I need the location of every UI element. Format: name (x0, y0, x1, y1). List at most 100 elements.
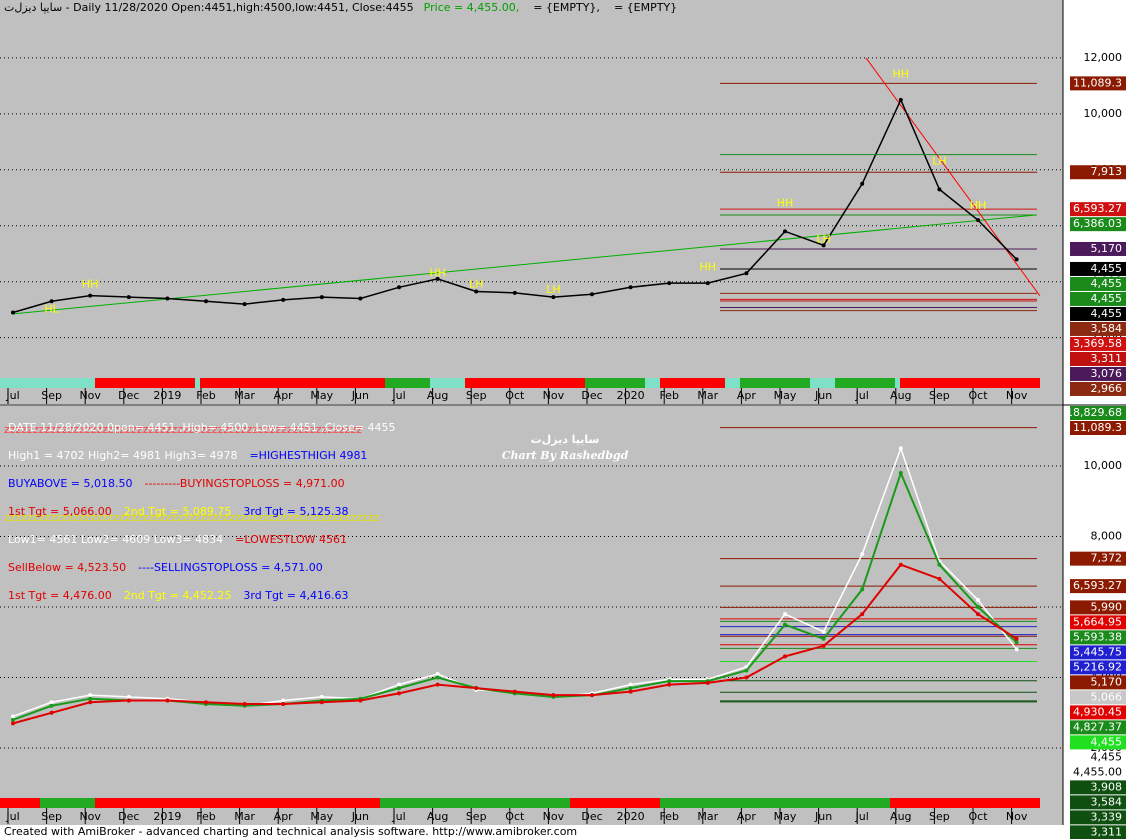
point (11, 717, 15, 722)
info-text: 2nd Tgt = 4,452.25 (124, 589, 232, 602)
point (126, 698, 131, 703)
level-box (1070, 276, 1126, 291)
point (512, 290, 517, 295)
x-tick-label: May (310, 810, 333, 823)
x-tick-label: Jul (855, 389, 869, 402)
info-text: BUYABOVE = 5,018.50 (8, 477, 132, 490)
x-tick-label: Mar (697, 389, 718, 402)
x-tick-label: Dec (581, 389, 602, 402)
signal-strip (835, 378, 895, 388)
point (435, 672, 440, 677)
x-tick-label: 2019 (153, 389, 181, 402)
x-tick-label: Sep (929, 389, 950, 402)
level-box (1070, 675, 1126, 690)
subtitle: Chart By Rashedbgd (502, 449, 629, 462)
level-box (1070, 76, 1126, 91)
level-box (1070, 630, 1126, 645)
signal-strip (465, 378, 585, 388)
level-box (1070, 810, 1126, 825)
point (11, 714, 15, 719)
level-box (1070, 202, 1126, 217)
point (976, 218, 980, 223)
x-tick-label: Feb (659, 389, 678, 402)
x-tick-label: 2020 (617, 810, 645, 823)
level-box (1070, 825, 1126, 839)
level-box (1070, 366, 1126, 381)
point (319, 694, 324, 699)
info-text: ----SELLINGSTOPLOSS = 4,571.00 (138, 561, 323, 574)
point (821, 629, 826, 634)
x-tick-label: Sep (41, 810, 62, 823)
level-box (1070, 291, 1126, 306)
bottom-panel (0, 406, 1063, 825)
point (88, 693, 93, 698)
level-box (1070, 241, 1126, 256)
x-tick-label: Jun (351, 389, 369, 402)
level-label: 3,311 (1091, 825, 1123, 838)
x-tick-label: Dec (118, 810, 139, 823)
x-tick-label: Nov (543, 389, 565, 402)
level-box (1070, 615, 1126, 630)
x-tick-label: May (774, 810, 797, 823)
pattern-label: LH (469, 277, 483, 290)
level-box (1070, 551, 1126, 566)
point (242, 701, 247, 706)
point (860, 552, 865, 557)
x-tick-label: Aug (890, 389, 911, 402)
point (88, 700, 93, 705)
point (88, 696, 93, 701)
x-tick-label: Dec (118, 389, 139, 402)
level-label: 3,076 (1091, 367, 1123, 380)
watermark: سایپا دیزل‌ت (531, 433, 600, 446)
x-tick-label: Aug (427, 810, 448, 823)
level-box (1070, 406, 1126, 420)
point (628, 686, 633, 691)
point (126, 295, 131, 300)
point (783, 654, 787, 659)
x-tick-label: Jul (5, 389, 19, 402)
point (49, 700, 54, 705)
header-text: = {EMPTY}, (533, 1, 600, 14)
point (628, 689, 633, 694)
point (667, 281, 672, 286)
level-label: 11,089.3 (1073, 76, 1122, 89)
x-tick-label: Mar (234, 810, 255, 823)
point (49, 299, 54, 304)
level-box (1070, 660, 1126, 675)
point (397, 686, 401, 691)
divider-pattern: zzzzzzzzzzzzzzzzzzzzzzzzzzzzzzzzzzzzzzzz… (4, 511, 380, 524)
level-box (1070, 217, 1126, 232)
level-label: 5,066 (1091, 690, 1123, 703)
header-text: = {EMPTY} (614, 1, 677, 14)
point (358, 698, 363, 703)
point (281, 698, 286, 703)
x-tick-label: Feb (196, 389, 215, 402)
x-tick-label: Oct (968, 389, 988, 402)
point (474, 289, 479, 294)
level-label: 6,386.03 (1073, 217, 1122, 230)
level-label: 3,339 (1091, 810, 1123, 823)
level-box (1070, 336, 1126, 351)
point (744, 675, 749, 680)
x-tick-label: 2020 (617, 389, 645, 402)
point (1014, 640, 1019, 645)
trend-line (865, 57, 1041, 296)
top-panel (0, 0, 1063, 404)
x-tick-label: Nov (79, 810, 101, 823)
x-tick-label: Aug (427, 389, 448, 402)
level-label: 5,170 (1091, 675, 1123, 688)
level-label: 6,593.27 (1073, 579, 1122, 592)
x-tick-label: Feb (196, 810, 215, 823)
level-label: 2,966 (1091, 382, 1123, 395)
level-label: 4,455 (1091, 292, 1123, 305)
level-box (1070, 579, 1126, 594)
point (821, 636, 826, 641)
footer: Created with AmiBroker - advanced charti… (4, 825, 577, 838)
signal-strip (900, 378, 1040, 388)
point (11, 721, 15, 726)
x-tick-label: Nov (543, 810, 565, 823)
x-tick-label: Feb (659, 810, 678, 823)
point (705, 680, 710, 685)
point (937, 562, 942, 567)
info-text: =HIGHESTHIGH 4981 (249, 449, 367, 462)
